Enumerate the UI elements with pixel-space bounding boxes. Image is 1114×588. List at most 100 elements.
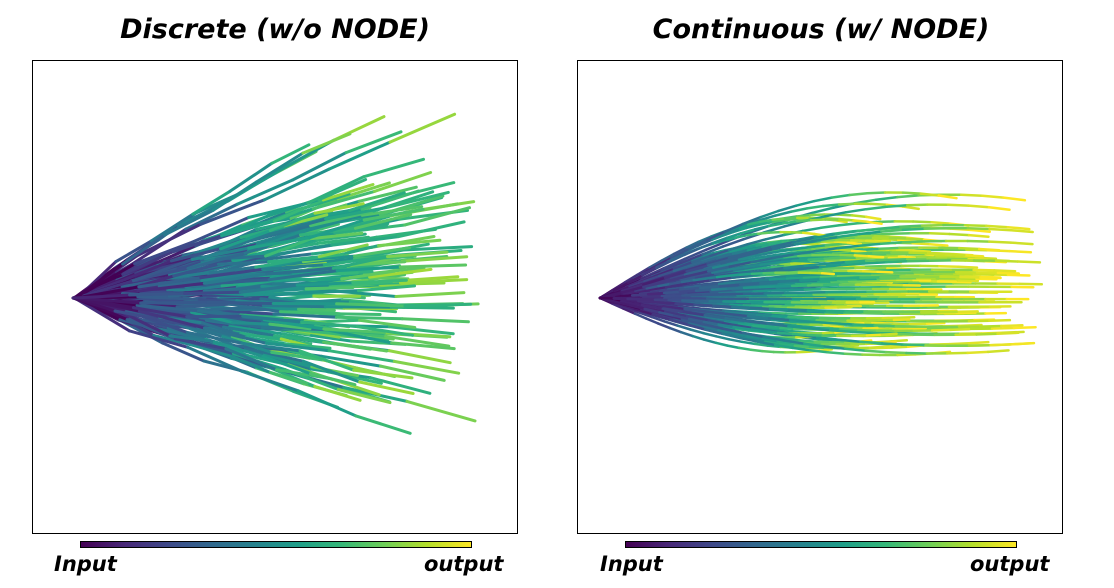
trajectory-segment — [212, 340, 265, 358]
trajectory-segment — [113, 309, 160, 321]
trajectory-segment — [657, 269, 676, 278]
trajectory-segment — [139, 300, 210, 305]
trajectory-segment — [261, 304, 327, 309]
trajectory-segment — [672, 314, 691, 321]
trajectory-segment — [776, 331, 795, 336]
trajectory-segment — [349, 260, 407, 267]
trajectory-segment — [717, 323, 735, 329]
trajectory-segment — [1016, 260, 1042, 264]
trajectory-segment — [1009, 228, 1034, 234]
trajectory-segment — [840, 262, 866, 267]
trajectory-segment — [767, 316, 792, 322]
trajectory-segment — [957, 279, 980, 283]
trajectory-segment — [828, 328, 853, 334]
trajectory-segment — [161, 341, 206, 363]
trajectory-segment — [844, 259, 868, 264]
trajectory-segment — [819, 223, 841, 230]
trajectory-segment — [136, 295, 201, 301]
trajectory-segment — [742, 292, 766, 296]
trajectory-segment — [981, 194, 1005, 199]
trajectory-segment — [683, 269, 701, 276]
trajectory-segment — [962, 253, 985, 258]
trajectory-segment — [272, 198, 325, 223]
trajectory-150 — [598, 296, 876, 304]
trajectory-28 — [598, 296, 833, 354]
trajectory-segment — [685, 264, 710, 273]
trajectory-segment — [654, 267, 676, 278]
trajectory-segment — [753, 342, 769, 347]
trajectory-segment — [202, 326, 268, 345]
trajectory-segment — [706, 265, 732, 273]
trajectory-segment — [735, 327, 750, 332]
trajectory-segment — [199, 267, 265, 280]
trajectory-segment — [731, 305, 753, 310]
trajectory-segment — [724, 227, 742, 236]
trajectory-segment — [857, 328, 879, 332]
trajectory-segment — [628, 304, 646, 311]
trajectory-segment — [768, 240, 784, 245]
trajectory-segment — [724, 310, 743, 315]
trajectory-130 — [73, 157, 425, 300]
trajectory-segment — [379, 364, 446, 382]
trajectory-segment — [859, 276, 882, 280]
trajectory-segment — [684, 262, 709, 272]
trajectory-segment — [874, 195, 899, 201]
trajectory-segment — [755, 242, 771, 247]
trajectory-segment — [697, 266, 715, 273]
trajectory-segment — [703, 313, 727, 320]
trajectory-segment — [334, 315, 404, 321]
trajectory-segment — [221, 325, 276, 338]
trajectory-segment — [821, 331, 837, 335]
trajectory-segment — [901, 240, 926, 244]
trajectory-segment — [640, 303, 665, 310]
trajectory-segment — [726, 344, 741, 350]
trajectory-segment — [335, 302, 407, 308]
trajectory-segment — [868, 345, 886, 349]
trajectory-segment — [745, 321, 763, 326]
trajectory-segment — [641, 266, 658, 277]
trajectory-segment — [996, 331, 1020, 336]
trajectory-segment — [701, 293, 725, 297]
trajectory-segment — [254, 151, 305, 184]
trajectory-segment — [815, 235, 840, 242]
trajectory-segment — [862, 264, 885, 268]
trajectory-segment — [803, 262, 827, 268]
trajectory-segment — [901, 205, 920, 211]
trajectory-segment — [150, 307, 194, 314]
colorbar-continuous — [625, 541, 1017, 548]
trajectory-segment — [309, 209, 376, 228]
trajectory-segment — [202, 272, 269, 285]
trajectory-segment — [683, 284, 704, 289]
trajectory-segment — [387, 349, 452, 365]
trajectory-segment — [770, 240, 795, 249]
trajectory-segment — [746, 314, 771, 320]
trajectory-segment — [690, 254, 712, 264]
trajectory-segment — [695, 271, 714, 278]
trajectory-segment — [614, 294, 634, 298]
trajectory-segment — [806, 333, 824, 337]
trajectory-segment — [896, 353, 917, 357]
trajectory-segment — [677, 311, 694, 317]
trajectory-segment — [131, 258, 194, 283]
trajectory-segment — [401, 245, 474, 252]
trajectory-segment — [705, 230, 727, 242]
trajectory-segment — [687, 260, 705, 268]
trajectory-segment — [802, 316, 822, 320]
trajectory-segment — [741, 215, 762, 226]
trajectory-segment — [612, 297, 629, 301]
trajectory-segment — [791, 332, 809, 337]
trajectory-segment — [967, 319, 991, 323]
trajectory-segment — [865, 215, 882, 221]
trajectory-segment — [663, 310, 689, 318]
trajectory-segment — [938, 264, 960, 269]
trajectory-segment — [807, 244, 828, 249]
trajectory-segment — [959, 193, 984, 198]
trajectory-segment — [264, 237, 313, 258]
trajectory-segment — [812, 337, 835, 342]
trajectory-segment — [751, 316, 773, 322]
trajectory-segment — [757, 265, 773, 270]
trajectory-segment — [701, 245, 725, 256]
trajectory-segment — [761, 337, 779, 342]
trajectory-segment — [753, 286, 779, 291]
trajectory-segment — [620, 283, 645, 293]
